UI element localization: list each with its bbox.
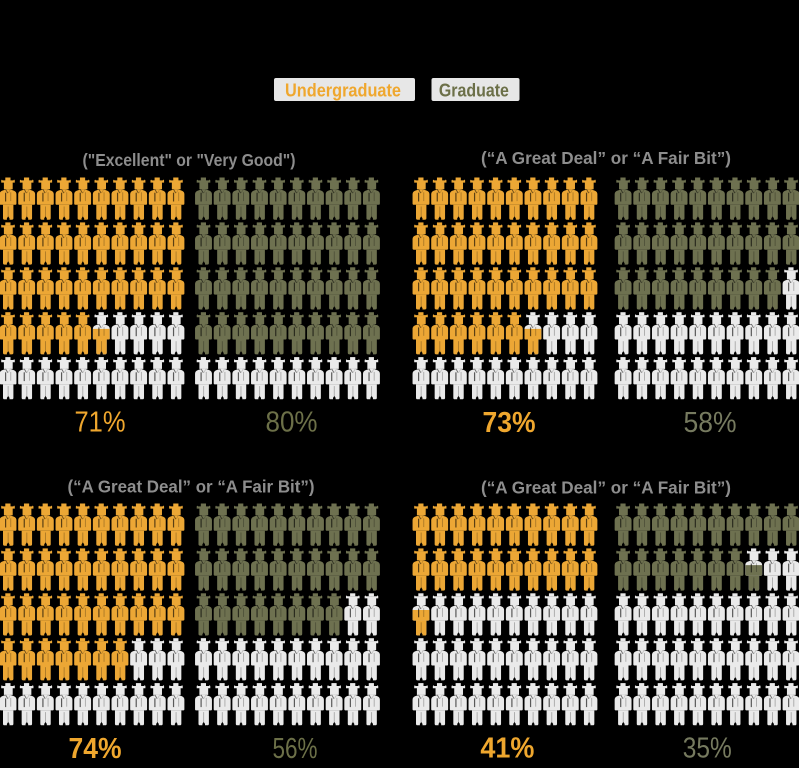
svg-text:35%: 35% xyxy=(683,733,732,764)
svg-text:(“A Great Deal” or “A Fair Bit: (“A Great Deal” or “A Fair Bit”) xyxy=(481,478,731,498)
svg-text:71%: 71% xyxy=(75,407,126,439)
svg-text:58%: 58% xyxy=(684,407,737,439)
svg-text:(“A Great Deal” or “A Fair Bit: (“A Great Deal” or “A Fair Bit”) xyxy=(481,148,731,168)
svg-text:Graduate: Graduate xyxy=(439,81,509,101)
svg-text:(“A Great Deal” or “A Fair Bit: (“A Great Deal” or “A Fair Bit”) xyxy=(68,477,315,497)
svg-text:Undergraduate: Undergraduate xyxy=(285,81,401,101)
svg-text:73%: 73% xyxy=(483,407,536,439)
svg-text:56%: 56% xyxy=(273,733,318,763)
svg-text:("Excellent" or "Very Good"): ("Excellent" or "Very Good") xyxy=(83,150,296,170)
svg-text:74%: 74% xyxy=(69,733,122,763)
svg-text:80%: 80% xyxy=(266,407,318,439)
svg-text:41%: 41% xyxy=(480,733,534,764)
